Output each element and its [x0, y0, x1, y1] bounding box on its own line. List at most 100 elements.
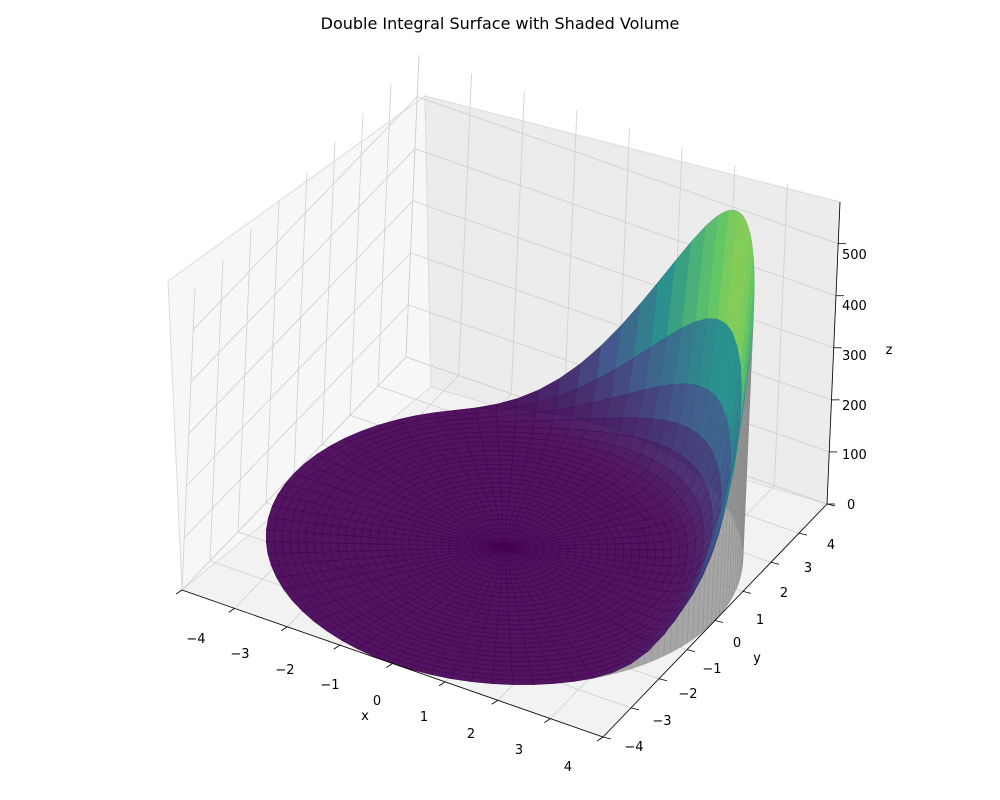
y-tick-mark: [770, 561, 780, 565]
surface-patch: [507, 601, 518, 607]
surface-patch: [377, 531, 387, 539]
y-axis-label: y: [753, 651, 761, 666]
surface-patch: [289, 531, 299, 543]
surface-patch: [494, 582, 502, 589]
z-tick-label: 200: [842, 399, 867, 414]
surface-patch: [448, 542, 458, 547]
surface-patch: [511, 665, 531, 672]
surface-patch: [485, 459, 500, 465]
surface-patch: [345, 527, 356, 537]
surface-patch: [496, 573, 503, 580]
surface-patch: [385, 538, 394, 545]
surface-patch: [497, 514, 504, 520]
z-tick-label: 0: [847, 498, 855, 513]
surface-patch: [265, 529, 275, 543]
x-axis-label: x: [361, 709, 369, 724]
x-tick-mark: [491, 699, 498, 705]
surface-patch: [482, 487, 494, 493]
x-tick-label: 2: [467, 727, 475, 742]
surface-patch: [591, 544, 601, 550]
z-axis-label: z: [886, 343, 893, 358]
surface-patch: [510, 652, 529, 658]
surface-patch: [329, 542, 340, 553]
surface-patch: [502, 510, 509, 516]
surface-patch: [478, 421, 498, 428]
surface-patch: [550, 419, 572, 430]
surface-patch: [615, 549, 624, 556]
surface-patch: [574, 540, 584, 546]
surface-patch: [498, 605, 509, 612]
surface-patch: [663, 548, 672, 558]
surface-patch: [571, 673, 595, 682]
surface-patch: [614, 543, 624, 550]
surface-patch: [353, 528, 364, 537]
surface-patch: [479, 431, 499, 438]
surface-patch: [369, 543, 379, 551]
x-tick-mark: [386, 663, 393, 668]
surface-patch: [337, 526, 348, 536]
y-tick-mark: [714, 620, 724, 623]
surface-patch: [497, 431, 516, 438]
surface-patch: [393, 538, 402, 545]
surface-patch: [507, 606, 519, 612]
surface-patch: [497, 610, 509, 617]
surface-patch: [329, 534, 339, 544]
surface-patch: [492, 491, 502, 497]
surface-patch: [508, 615, 521, 621]
surface-patch: [502, 519, 508, 525]
surface-patch: [361, 543, 371, 552]
surface-patch: [401, 534, 411, 541]
surface-patch: [630, 542, 640, 551]
surface-patch: [607, 549, 616, 556]
x-tick-mark: [544, 718, 551, 723]
surface: [265, 209, 755, 685]
surface-patch: [575, 544, 585, 550]
surface-patch: [567, 544, 577, 549]
surface-patch: [281, 530, 291, 543]
surface-patch: [497, 615, 510, 621]
chart-title: Double Integral Surface with Shaded Volu…: [321, 14, 680, 33]
y-tick-label: 4: [827, 538, 835, 553]
surface-patch: [369, 530, 379, 538]
surface-patch: [499, 459, 513, 466]
surface-patch: [500, 482, 511, 489]
y-tick-mark: [630, 707, 640, 711]
surface-patch: [476, 468, 490, 475]
y-tick-mark: [798, 532, 808, 536]
surface-patch: [510, 656, 530, 662]
surface-patch: [485, 496, 496, 502]
surface-patch: [559, 544, 569, 549]
surface-patch: [558, 541, 568, 546]
surface-patch: [500, 587, 508, 594]
surface-patch: [646, 542, 656, 551]
x-tick-label: −3: [230, 647, 249, 662]
z-grid-line: [192, 96, 839, 330]
x-tick-mark: [175, 589, 183, 595]
surface-patch: [501, 496, 510, 502]
surface-patch: [498, 601, 509, 607]
z-tick-label: 300: [842, 349, 867, 364]
y-tick-label: 3: [804, 561, 812, 576]
surface-patch: [630, 555, 640, 564]
surface-patch: [345, 535, 354, 544]
surface-patch: [507, 592, 516, 598]
surface-patch: [393, 533, 403, 540]
surface-patch: [639, 549, 648, 558]
surface-patch: [508, 496, 518, 503]
surface-patch: [508, 610, 520, 617]
x-tick-label: 4: [564, 760, 572, 775]
surface-patch: [501, 574, 507, 580]
surface-patch: [533, 419, 554, 429]
x-tick-label: −4: [186, 632, 205, 647]
y-tick-mark: [686, 649, 696, 653]
surface-patch: [499, 592, 508, 598]
y-tick-mark: [602, 736, 612, 740]
y-tick-label: 2: [780, 586, 788, 601]
x-tick-label: −1: [320, 678, 339, 693]
surface-patch: [498, 519, 504, 525]
y-tick-mark: [658, 678, 668, 682]
surface-patch: [487, 500, 497, 507]
surface-patch: [501, 569, 507, 575]
axes: [175, 201, 847, 742]
